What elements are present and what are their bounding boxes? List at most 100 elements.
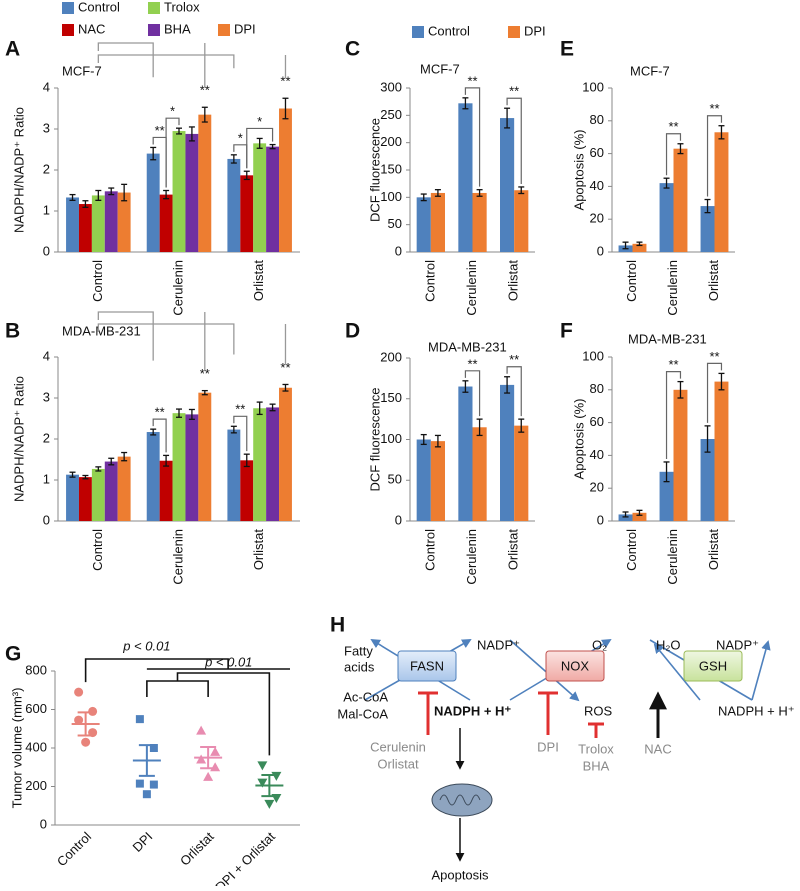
point [81, 737, 91, 747]
bar [104, 191, 118, 252]
error-bar [718, 125, 725, 140]
significance-bracket [165, 117, 180, 188]
sem-bar [138, 744, 155, 777]
y-tick-label: 100 [582, 348, 604, 363]
error-bar [282, 383, 289, 392]
y-tick-label: 200 [25, 778, 47, 793]
bar [198, 392, 212, 521]
y-tick-label: 4 [43, 348, 50, 363]
bar [700, 439, 715, 521]
group-bracket [97, 323, 287, 365]
significance-bracket [665, 371, 682, 459]
bar [659, 183, 674, 252]
y-tick-label: 800 [25, 662, 47, 677]
significance-bracket [706, 115, 723, 197]
bar [227, 158, 241, 252]
y-tick-label: 50 [388, 216, 402, 231]
error-bar [95, 189, 102, 201]
error-bar [704, 425, 711, 453]
subtitle: MDA-MB-231 [428, 339, 507, 354]
significance-bracket [506, 97, 522, 184]
point [142, 790, 151, 799]
bar [146, 432, 160, 521]
x-tick-label: Orlistat [177, 829, 217, 869]
error-bar [188, 126, 195, 142]
bar [514, 425, 529, 521]
bar [632, 243, 647, 252]
bar [146, 153, 160, 252]
y-axis-label: DCF fluorescence [367, 118, 382, 222]
error-bar [82, 474, 89, 480]
annotation: p < 0.01 [204, 654, 252, 669]
significance-label: ** [155, 405, 165, 420]
sem-bar [200, 746, 217, 770]
panel-label: C [345, 38, 360, 61]
y-tick-label: 100 [380, 189, 402, 204]
significance-bracket [506, 366, 522, 417]
box-label: GSH [699, 658, 727, 673]
error-bar [95, 466, 102, 472]
significance-label: ** [467, 356, 477, 371]
label: NADPH + H⁺ [718, 703, 795, 718]
significance-bracket [233, 415, 248, 452]
error-bar [518, 186, 525, 195]
point [203, 771, 214, 781]
label: Fatty [344, 643, 373, 658]
bar [500, 118, 515, 252]
y-tick-label: 600 [25, 701, 47, 716]
y-tick-label: 400 [25, 739, 47, 754]
x-tick-label: Control [54, 829, 94, 869]
y-tick-label: 100 [582, 79, 604, 94]
nox-box [545, 650, 605, 682]
error-bar [622, 511, 629, 518]
error-bar [243, 453, 250, 468]
error-bar [504, 107, 511, 129]
y-tick-label: 60 [590, 145, 604, 160]
error-bar [69, 471, 76, 478]
label: NADPH + H⁺ [434, 703, 511, 718]
sem-bar [261, 773, 278, 798]
x-tick-label: Cerulenin [170, 529, 185, 585]
error-bar [121, 183, 128, 202]
y-tick-label: 0 [597, 512, 604, 527]
error-bar [201, 389, 208, 396]
gsh-box [683, 650, 743, 682]
significance-bracket [665, 133, 682, 176]
error-bar [504, 376, 511, 394]
significance-label: ** [668, 357, 678, 372]
y-tick-label: 0 [43, 243, 50, 258]
inhibitor: Trolox [578, 741, 614, 756]
x-tick-label: Cerulenin [665, 529, 680, 585]
error-bar [108, 187, 115, 196]
activator: NAC [644, 741, 671, 756]
y-axis-label: Apoptosis (%) [571, 130, 586, 211]
x-tick-label: Control [422, 529, 437, 571]
legend-label: Control [428, 23, 470, 38]
point [74, 715, 84, 725]
error-bar [476, 189, 483, 197]
bar [185, 133, 199, 252]
significance-label: * [170, 104, 175, 119]
y-tick-label: 4 [43, 79, 50, 94]
bar [266, 407, 280, 521]
bar [104, 461, 118, 521]
y-tick-label: 80 [590, 112, 604, 127]
bar [458, 103, 473, 252]
error-bar [150, 428, 157, 436]
label: O₂ [592, 637, 607, 652]
legend-label: BHA [164, 21, 191, 36]
y-axis-label: NADPH/NADP⁺ Ratio [11, 107, 26, 233]
y-tick-label: 20 [590, 211, 604, 226]
error-bar [163, 454, 170, 467]
subtitle: MDA-MB-231 [62, 323, 141, 338]
bar [185, 414, 199, 521]
x-tick-label: Orlistat [706, 260, 721, 302]
point [271, 771, 282, 781]
bar [198, 114, 212, 253]
panel-label: E [560, 38, 574, 61]
error-bar [677, 380, 684, 399]
group-bracket [97, 54, 287, 79]
panel-label: H [330, 614, 345, 637]
significance-bracket [84, 658, 290, 683]
box-label: FASN [410, 658, 444, 673]
